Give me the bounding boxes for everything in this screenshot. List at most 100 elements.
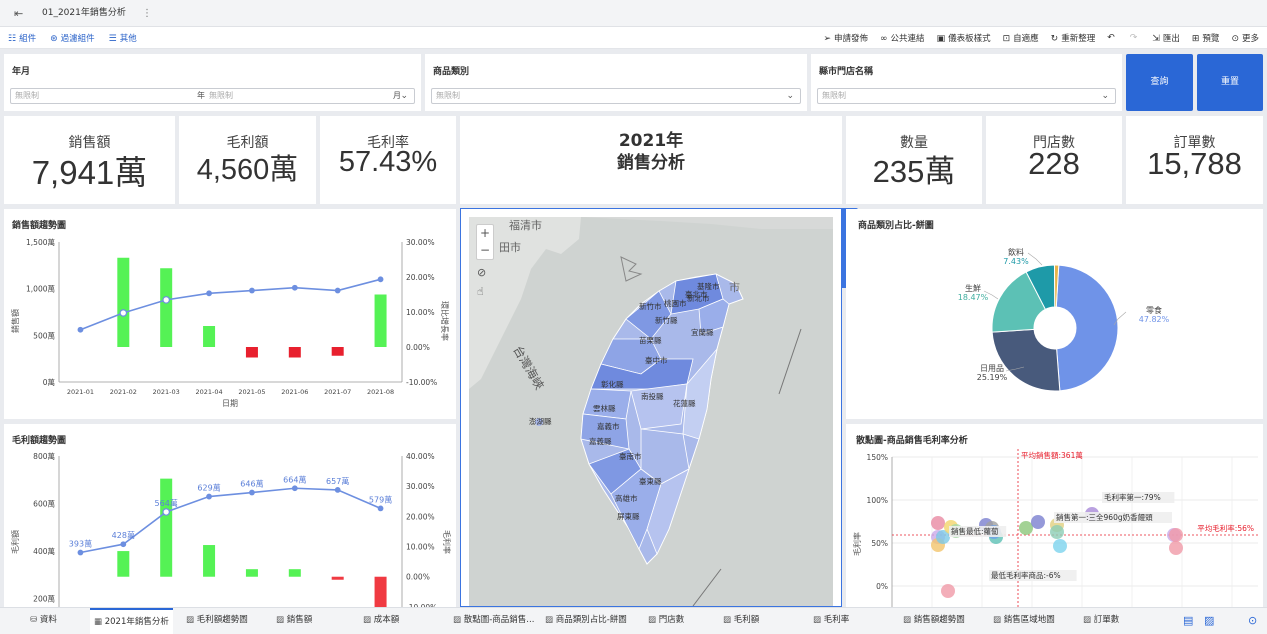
chart-icon: ▨ [545, 615, 556, 625]
chart-title: 銷售額趨勢圖 [12, 221, 67, 231]
annotation-label: 銷售最低:蘿蔔 [951, 526, 999, 536]
filter-component-icon: ⊛ [50, 34, 58, 44]
data-label: 564萬 [155, 498, 178, 508]
exit-icon[interactable]: ⇤ [14, 7, 24, 20]
line-point [119, 309, 128, 317]
bar [160, 478, 173, 577]
kpi-gross-margin[interactable]: 毛利率 57.43% [320, 116, 456, 204]
export-button[interactable]: ⇲ 匯出 [1152, 34, 1180, 44]
scatter-panel[interactable]: 散點圖-商品銷售毛利率分析 毛利率 0% 50% 100% 150% 平均銷售額:361… [846, 424, 1263, 607]
redo-button[interactable]: ↷ [1130, 33, 1141, 43]
chevron-down-icon[interactable]: ⌄ [400, 91, 408, 101]
x-tick-label: 2021-01 [67, 388, 94, 396]
category-select[interactable]: 無限制 ⌄ [431, 88, 801, 104]
public-link-button[interactable]: ∞ 公共連結 [880, 34, 925, 44]
region-nantou [630, 383, 688, 430]
chevron-down-icon[interactable]: ⌄ [786, 91, 794, 101]
kpi-stores[interactable]: 門店數 228 [986, 116, 1122, 204]
sheet-tab-10[interactable]: ▨ 銷售額趨勢圖 [899, 608, 969, 634]
dashboard-title-tab[interactable]: 01_2021年銷售分析 [42, 8, 126, 18]
pie-percent-label: 47.82% [1139, 315, 1170, 324]
y-tick-label: 800萬 [33, 451, 55, 461]
more-button[interactable]: ⊙ 更多 [1231, 34, 1259, 44]
kpi-value: 235萬 [872, 154, 956, 189]
sheet-tab-4[interactable]: ▨ 成本額 [359, 608, 403, 634]
year-month-range-input[interactable]: 無限制 年 無限制 月 ⌄ [10, 88, 415, 104]
map-label: 新竹市 [639, 301, 662, 311]
dashboard-style-button[interactable]: ▣ 儀表板樣式 [936, 34, 991, 44]
sales-region-map-panel[interactable]: 福清市 田市 臺北市 桃園市 新竹市 新竹縣 苗栗縣 宜蘭縣 臺中市 彰化縣 南… [460, 208, 842, 607]
y2-tick-label: 40.00% [406, 452, 435, 461]
kpi-orders[interactable]: 訂單數 15,788 [1126, 116, 1263, 204]
more-icon: ⊙ [1231, 34, 1239, 44]
y-tick-label: 500萬 [33, 330, 55, 340]
collapse-icon[interactable]: ⊙ [1248, 614, 1258, 627]
zoom-out-button[interactable]: − [479, 243, 491, 257]
sheet-list-icon[interactable]: ▤ [1183, 614, 1194, 627]
kpi-value: 57.43% [338, 146, 438, 178]
sheet-tab-8[interactable]: ▨ 毛利額 [719, 608, 763, 634]
toolbar-left: ☷ 組件 ⊛ 過濾組件 ☰ 其他 [8, 27, 151, 49]
chevron-down-icon[interactable]: ⌄ [1101, 91, 1109, 101]
pie-category-label: 零食 [1146, 305, 1162, 315]
refresh-button[interactable]: ↻ 重新整理 [1050, 34, 1096, 44]
profit-trend-panel[interactable]: 毛利額趨勢圖 毛利額 毛利率 200萬 400萬 600萬 800萬 -10.00% 0.… [4, 424, 456, 607]
reset-map-icon[interactable]: ⊘ [477, 266, 487, 279]
query-button[interactable]: 查詢 [1126, 54, 1193, 111]
sheet-tab-5[interactable]: ▨ 散點圖-商品銷售... [449, 608, 538, 634]
region-chiayi [580, 413, 630, 450]
kpi-value: 15,788 [1147, 146, 1242, 181]
y-tick-label: 1,000萬 [26, 284, 55, 294]
pie-slice [991, 328, 1061, 392]
kpi-gross-profit[interactable]: 毛利額 4,560萬 [179, 116, 316, 204]
component-button[interactable]: ☷ 組件 [8, 34, 37, 44]
annotation-bg [989, 570, 1077, 581]
x-tick-label: 2021-04 [195, 388, 222, 396]
annotation-bg [1054, 512, 1172, 523]
kpi-value: 4,560萬 [196, 154, 299, 186]
preview-button[interactable]: ⊞ 預覽 [1191, 34, 1220, 44]
sheet-tab-2[interactable]: ▨ 毛利額趨勢圖 [182, 608, 252, 634]
sheet-tab-label: 毛利額 [733, 615, 760, 625]
sheet-tab-0[interactable]: ⛁ 資料 [26, 608, 61, 634]
region-pingtung [610, 468, 662, 550]
sheet-tab-3[interactable]: ▨ 銷售額 [272, 608, 316, 634]
annotation-bg [949, 526, 1007, 537]
adapt-button[interactable]: ⊡ 自適應 [1002, 34, 1039, 44]
sheet-tab-7[interactable]: ▨ 門店數 [644, 608, 688, 634]
sheet-tab-12[interactable]: ▨ 訂單數 [1079, 608, 1123, 634]
data-label: 393萬 [69, 539, 92, 549]
sales-trend-panel[interactable]: 銷售額趨勢圖 銷售額 環比增長率 日期 0萬 500萬 1,000萬 1,500萬 -1… [4, 209, 456, 419]
scatter-point [936, 530, 950, 544]
sheet-tab-label: 毛利率 [823, 615, 850, 625]
sheet-tab-11[interactable]: ▨ 銷售區域地圖 [989, 608, 1059, 634]
publish-button[interactable]: ➢ 申請發佈 [823, 34, 869, 44]
x-tick-label: 2021-08 [367, 388, 394, 396]
line-point [334, 487, 341, 493]
pie-percent-label: 25.19% [977, 373, 1008, 382]
undo-button[interactable]: ↶ [1107, 33, 1118, 43]
filter-component-button[interactable]: ⊛ 過濾組件 [50, 34, 95, 44]
more-vertical-icon[interactable]: ⋮ [142, 8, 152, 19]
y2-tick-label: 30.00% [406, 238, 435, 247]
kpi-quantity[interactable]: 數量 235萬 [846, 116, 982, 204]
sheet-tab-1[interactable]: ▦ 2021年銷售分析 [90, 608, 173, 634]
sheet-tab-6[interactable]: ▨ 商品類別占比-餅圖 [541, 608, 631, 634]
map-labels: 福清市 田市 臺北市 桃園市 新竹市 新竹縣 苗栗縣 宜蘭縣 臺中市 彰化縣 南… [499, 218, 740, 521]
pie-category-label: 生鮮 [965, 283, 981, 293]
scatter-point [1019, 521, 1033, 535]
add-sheet-icon[interactable]: ▨ [1204, 614, 1215, 627]
other-button[interactable]: ☰ 其他 [108, 34, 137, 44]
sheet-tab-9[interactable]: ▨ 毛利率 [809, 608, 853, 634]
zoom-in-button[interactable]: + [479, 226, 491, 240]
pan-hand-icon[interactable]: ☝ [477, 285, 484, 298]
store-select[interactable]: 無限制 ⌄ [817, 88, 1116, 104]
avg-sales-label: 平均銷售額:361萬 [1021, 450, 1083, 460]
map-label: 基隆市 [697, 281, 720, 291]
category-pie-panel[interactable]: 商品類別占比-餅圖 零食 47.82% 日用品 25.19% 生鮮 18.47% 飲料 7.4… [846, 209, 1263, 419]
bar [331, 576, 344, 580]
kpi-sales[interactable]: 銷售額 7,941萬 [4, 116, 175, 204]
reset-button[interactable]: 重置 [1197, 54, 1263, 111]
send-icon: ➢ [823, 34, 832, 44]
